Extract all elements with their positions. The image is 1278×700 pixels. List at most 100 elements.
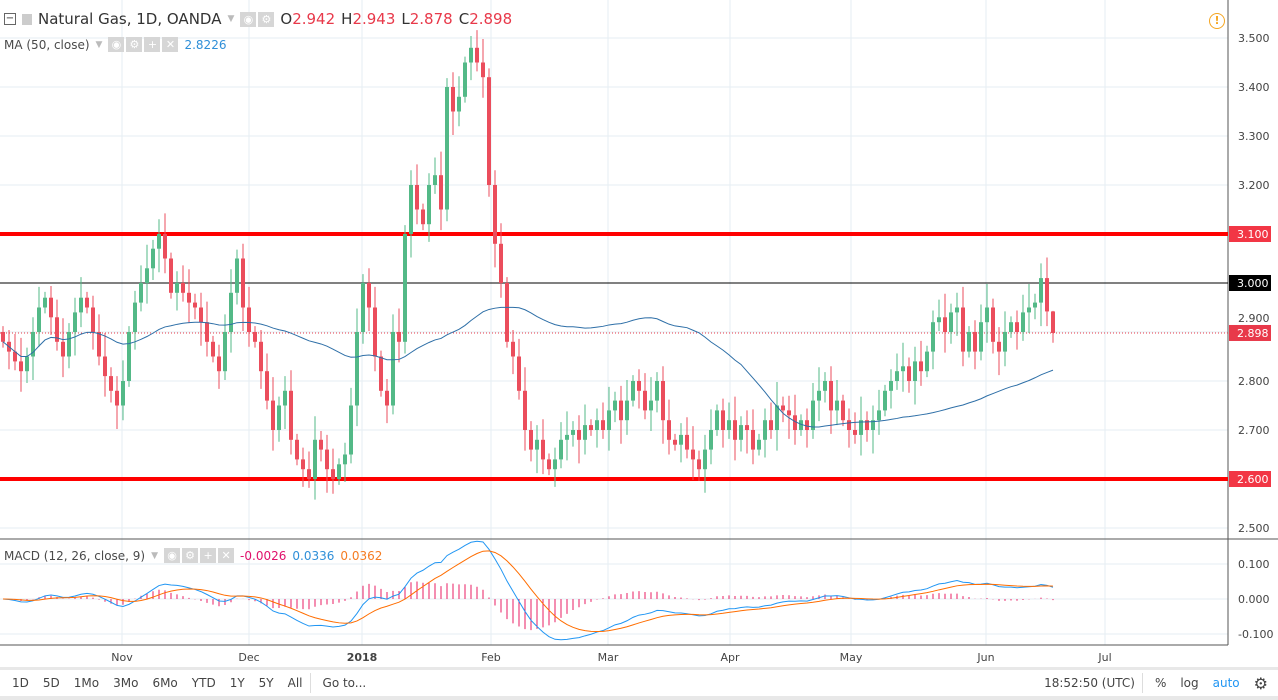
candle-body <box>613 400 617 411</box>
candle-body <box>283 390 287 406</box>
range-ytd[interactable]: YTD <box>191 676 216 690</box>
price-tick-label: 3.300 <box>1238 130 1270 143</box>
macd-label[interactable]: MACD (12, 26, close, 9) <box>4 548 146 563</box>
candle-body <box>697 459 701 470</box>
log-toggle[interactable]: log <box>1180 676 1199 690</box>
candle-body <box>523 390 527 430</box>
candle-body <box>457 96 461 112</box>
range-1d[interactable]: 1D <box>12 676 29 690</box>
candle-body <box>913 361 917 381</box>
candle-body <box>433 175 437 185</box>
symbol-title[interactable]: Natural Gas, 1D, OANDA <box>38 10 222 28</box>
clock[interactable]: 18:52:50 (UTC) <box>1044 676 1135 690</box>
range-1mo[interactable]: 1Mo <box>73 676 100 690</box>
divider <box>309 673 311 693</box>
candle-body <box>967 332 971 352</box>
macd-tick-label: 0.100 <box>1238 558 1270 571</box>
range-all[interactable]: All <box>287 676 303 690</box>
candle-body <box>787 410 791 416</box>
ma-label[interactable]: MA (50, close) <box>4 37 90 52</box>
candle-body <box>1021 312 1025 332</box>
candle-body <box>835 400 839 411</box>
range-1y[interactable]: 1Y <box>229 676 245 690</box>
candle-body <box>343 454 347 465</box>
candle-body <box>541 439 545 460</box>
candle-body <box>289 390 293 440</box>
warning-icon[interactable]: ! <box>1209 13 1225 29</box>
settings-gear-icon[interactable]: ⚙ <box>1253 673 1268 693</box>
price-marker <box>1229 471 1271 487</box>
candle-body <box>385 390 389 406</box>
chevron-down-icon[interactable]: ▼ <box>151 550 159 561</box>
range-3mo[interactable]: 3Mo <box>113 676 139 690</box>
candle-body <box>511 341 515 357</box>
candle-body <box>49 297 53 318</box>
time-tick-label: Apr <box>720 651 740 664</box>
candle-body <box>217 356 221 372</box>
candle-body <box>355 332 359 406</box>
candle-body <box>187 292 191 303</box>
candle-body <box>937 317 941 323</box>
eye-icon[interactable]: ◉ <box>108 37 125 52</box>
time-tick-label: Jun <box>976 651 994 664</box>
candle-body <box>379 356 383 391</box>
eye-icon[interactable]: ◉ <box>240 11 257 27</box>
price-tick-label: 3.400 <box>1238 81 1270 94</box>
chart-canvas[interactable]: 3.500 3.400 3.300 3.200 2.900 2.800 2.700 2.500… <box>0 0 1278 670</box>
candle-body <box>133 302 137 332</box>
candle-body <box>169 258 173 293</box>
candle-body <box>103 356 107 377</box>
bottom-border <box>0 696 1278 700</box>
candle-body <box>655 381 659 401</box>
candle-body <box>781 405 785 411</box>
candle-body <box>349 405 353 455</box>
candle-body <box>817 390 821 401</box>
range-5d[interactable]: 5D <box>42 676 60 690</box>
gear-icon[interactable]: ⚙ <box>182 548 199 563</box>
ma-value: 2.8226 <box>184 37 227 52</box>
candle-body <box>403 234 407 342</box>
candle-body <box>325 449 329 470</box>
auto-toggle[interactable]: auto <box>1212 676 1240 690</box>
candle-body <box>367 283 371 308</box>
chevron-down-icon[interactable]: ▼ <box>227 14 235 24</box>
candle-body <box>745 425 749 430</box>
price-marker <box>1229 226 1271 242</box>
candle-body <box>223 332 227 372</box>
ohlc-low: L2.878 <box>401 10 453 28</box>
candle-body <box>589 425 593 430</box>
candle-body <box>991 307 995 342</box>
candle-body <box>145 268 149 283</box>
close-icon[interactable]: ✕ <box>162 37 179 52</box>
chevron-down-icon[interactable]: ▼ <box>95 39 103 50</box>
candle-body <box>709 430 713 450</box>
candle-body <box>595 420 599 430</box>
candle-body <box>679 434 683 445</box>
candle-body <box>553 459 557 470</box>
plus-icon[interactable]: + <box>144 37 161 52</box>
percent-toggle[interactable]: % <box>1154 676 1167 690</box>
candle-body <box>121 381 125 406</box>
candle-body <box>601 420 605 430</box>
candle-body <box>493 185 497 244</box>
close-icon[interactable]: ✕ <box>218 548 235 563</box>
plus-icon[interactable]: + <box>200 548 217 563</box>
gear-icon[interactable]: ⚙ <box>126 37 143 52</box>
candle-body <box>127 332 131 381</box>
collapse-icon[interactable]: − <box>4 13 16 25</box>
range-6mo[interactable]: 6Mo <box>152 676 178 690</box>
candle-body <box>73 312 77 332</box>
candle-body <box>643 390 647 411</box>
candle-body <box>301 459 305 470</box>
candle-body <box>67 332 71 357</box>
macd-legend: MACD (12, 26, close, 9) ▼ ◉ ⚙ + ✕ -0.0026 0… <box>4 548 382 563</box>
eye-icon[interactable]: ◉ <box>164 548 181 563</box>
candle-body <box>583 425 587 440</box>
candle-body <box>625 400 629 421</box>
gear-icon[interactable]: ⚙ <box>258 11 275 27</box>
candle-body <box>739 425 743 440</box>
time-tick-label: Jul <box>1097 651 1111 664</box>
macd-value: 0.0336 <box>292 548 335 563</box>
goto-button[interactable]: Go to... <box>322 676 367 690</box>
range-5y[interactable]: 5Y <box>258 676 274 690</box>
